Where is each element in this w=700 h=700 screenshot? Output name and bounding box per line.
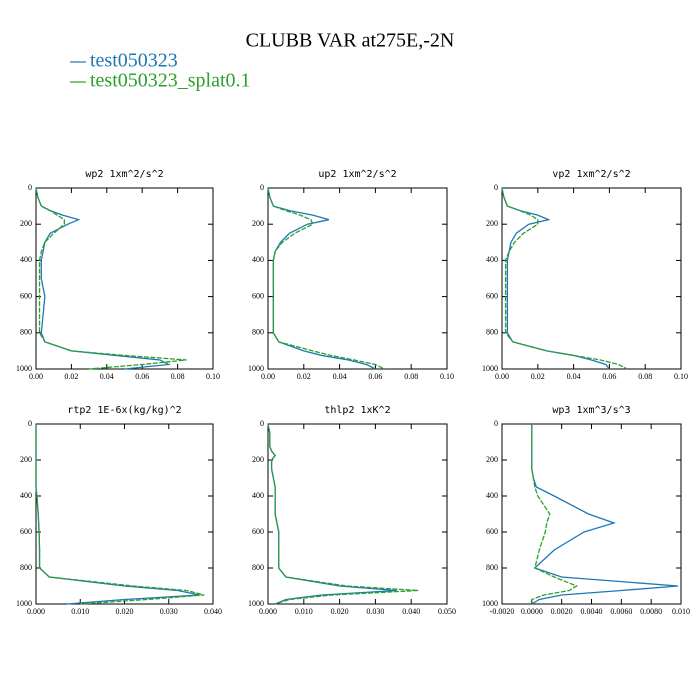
legend-label: test050323_splat0.1 [90, 70, 251, 92]
x-tick-label: 0.08 [171, 372, 185, 381]
y-tick-label: 1000 [248, 599, 264, 608]
x-tick-label: 0.0080 [640, 607, 662, 616]
y-tick-label: 400 [486, 255, 498, 264]
panel-title: rtp2 1E-6x(kg/kg)^2 [67, 405, 181, 416]
profile-line [267, 187, 385, 370]
x-tick-label: 0.00 [29, 372, 43, 381]
y-tick-label: 200 [20, 219, 32, 228]
y-tick-label: 400 [252, 255, 264, 264]
y-tick-label: 800 [252, 328, 264, 337]
profile-line [531, 424, 679, 605]
x-tick-label: 0.0000 [521, 607, 543, 616]
figure-title: CLUBB VAR at275E,-2N [246, 30, 455, 52]
x-tick-label: 0.00 [495, 372, 509, 381]
x-tick-label: 0.02 [297, 372, 311, 381]
x-tick-label: 0.030 [160, 607, 178, 616]
y-tick-label: 600 [20, 291, 32, 300]
y-tick-label: 600 [486, 291, 498, 300]
y-tick-label: 400 [20, 255, 32, 264]
x-tick-label: 0.06 [135, 372, 149, 381]
y-tick-label: 400 [20, 491, 32, 500]
profile-line [501, 187, 628, 370]
panel-title: up2 1xm^2/s^2 [318, 169, 396, 180]
x-tick-label: 0.00 [261, 372, 275, 381]
y-tick-label: 0 [260, 419, 264, 428]
x-tick-label: 0.000 [259, 607, 277, 616]
x-tick-label: 0.10 [206, 372, 220, 381]
y-tick-label: 800 [486, 328, 498, 337]
y-tick-label: 1000 [482, 364, 498, 373]
x-tick-label: 0.040 [402, 607, 420, 616]
x-tick-label: 0.010 [295, 607, 313, 616]
x-tick-label: 0.04 [567, 372, 581, 381]
x-tick-label: 0.0020 [551, 607, 573, 616]
x-tick-label: 0.08 [404, 372, 418, 381]
y-tick-label: 800 [20, 563, 32, 572]
x-tick-label: 0.0060 [610, 607, 632, 616]
x-tick-label: 0.08 [638, 372, 652, 381]
x-tick-label: 0.040 [204, 607, 222, 616]
x-tick-label: 0.02 [64, 372, 78, 381]
y-tick-label: 0 [28, 419, 32, 428]
y-tick-label: 600 [252, 291, 264, 300]
panel-title: vp2 1xm^2/s^2 [552, 169, 630, 180]
y-tick-label: 600 [252, 527, 264, 536]
y-tick-label: 600 [20, 527, 32, 536]
plot-frame [267, 187, 448, 370]
x-tick-label: 0.04 [100, 372, 114, 381]
y-tick-label: 800 [486, 563, 498, 572]
panel-title: wp3 1xm^3/s^3 [552, 405, 630, 416]
y-tick-label: 1000 [482, 599, 498, 608]
x-tick-label: 0.06 [368, 372, 382, 381]
x-tick-label: 0.020 [116, 607, 134, 616]
y-tick-label: 400 [252, 491, 264, 500]
x-tick-label: 0.050 [438, 607, 456, 616]
y-tick-label: 200 [252, 455, 264, 464]
legend-label: test050323 [90, 50, 178, 72]
x-tick-label: 0.010 [71, 607, 89, 616]
x-tick-label: 0.06 [602, 372, 616, 381]
y-tick-label: 1000 [16, 599, 32, 608]
y-tick-label: 0 [28, 183, 32, 192]
y-tick-label: 800 [20, 328, 32, 337]
plot-frame [267, 423, 448, 605]
y-tick-label: 200 [486, 455, 498, 464]
x-tick-label: 0.010 [672, 607, 690, 616]
x-tick-label: 0.020 [331, 607, 349, 616]
x-tick-label: 0.030 [366, 607, 384, 616]
plot-frame [501, 187, 682, 370]
x-tick-label: 0.04 [333, 372, 347, 381]
y-tick-label: 600 [486, 527, 498, 536]
y-tick-label: 800 [252, 563, 264, 572]
y-tick-label: 200 [20, 455, 32, 464]
profile-line [35, 424, 205, 605]
y-tick-label: 1000 [16, 364, 32, 373]
y-tick-label: 0 [260, 183, 264, 192]
x-tick-label: -0.0020 [490, 607, 515, 616]
y-tick-label: 200 [486, 219, 498, 228]
y-tick-label: 1000 [248, 364, 264, 373]
panel-title: wp2 1xm^2/s^2 [85, 169, 163, 180]
x-tick-label: 0.10 [674, 372, 688, 381]
x-tick-label: 0.0040 [581, 607, 603, 616]
profile-line [267, 423, 419, 605]
profile-line [35, 187, 187, 370]
y-tick-label: 400 [486, 491, 498, 500]
x-tick-label: 0.10 [440, 372, 454, 381]
y-tick-label: 0 [494, 419, 498, 428]
panel-title: thlp2 1xK^2 [324, 405, 390, 416]
x-tick-label: 0.02 [531, 372, 545, 381]
y-tick-label: 200 [252, 219, 264, 228]
x-tick-label: 0.000 [27, 607, 45, 616]
y-tick-label: 0 [494, 183, 498, 192]
